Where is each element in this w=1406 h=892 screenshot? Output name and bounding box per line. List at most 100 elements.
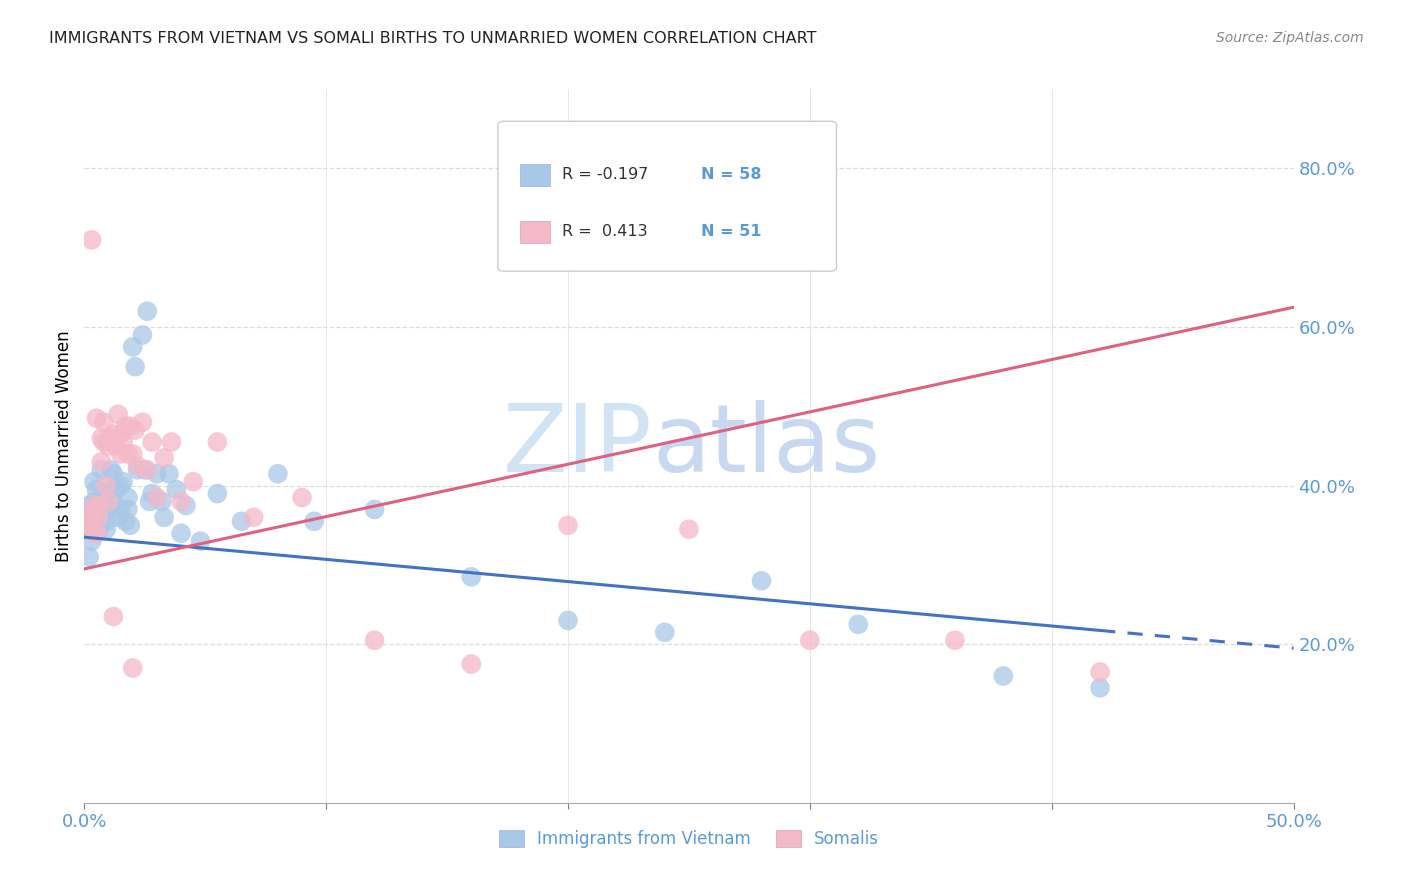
Text: IMMIGRANTS FROM VIETNAM VS SOMALI BIRTHS TO UNMARRIED WOMEN CORRELATION CHART: IMMIGRANTS FROM VIETNAM VS SOMALI BIRTHS… <box>49 31 817 46</box>
Point <box>110 478 132 492</box>
Point <box>460 570 482 584</box>
Point <box>1088 665 1111 679</box>
Point <box>1088 681 1111 695</box>
Point <box>131 328 153 343</box>
Point <box>557 518 579 533</box>
Point <box>104 483 127 497</box>
Point <box>80 514 103 528</box>
Point <box>207 486 229 500</box>
Point <box>83 494 105 508</box>
Point <box>94 522 117 536</box>
Point <box>120 518 142 533</box>
Point <box>104 439 127 453</box>
Point <box>943 633 966 648</box>
Point <box>94 478 117 492</box>
Point <box>83 499 105 513</box>
Point <box>100 463 122 477</box>
Point <box>80 507 103 521</box>
Point <box>87 510 110 524</box>
Point <box>557 614 579 628</box>
Point <box>170 526 193 541</box>
Point <box>107 407 129 421</box>
Point <box>90 455 112 469</box>
Point <box>751 574 773 588</box>
Point <box>153 450 176 465</box>
Point <box>160 435 183 450</box>
Point <box>93 435 115 450</box>
Point <box>134 463 156 477</box>
Point <box>103 609 125 624</box>
Point <box>121 340 143 354</box>
Point <box>87 499 110 513</box>
Text: R =  0.413: R = 0.413 <box>562 225 648 239</box>
Point <box>165 483 187 497</box>
Point <box>80 510 103 524</box>
Point <box>77 514 100 528</box>
Point <box>291 491 314 505</box>
Bar <box>520 221 550 243</box>
Point <box>460 657 482 671</box>
Point <box>846 617 869 632</box>
Point <box>117 447 139 461</box>
Point <box>114 419 136 434</box>
Point <box>110 502 132 516</box>
Point <box>114 514 136 528</box>
Bar <box>520 164 550 186</box>
Point <box>110 427 132 442</box>
Point <box>170 494 193 508</box>
Point <box>97 439 120 453</box>
Text: N = 58: N = 58 <box>702 168 762 182</box>
Point <box>86 526 108 541</box>
Point <box>267 467 290 481</box>
Point <box>120 419 142 434</box>
Point <box>146 467 169 481</box>
Point <box>86 411 108 425</box>
Point <box>90 463 112 477</box>
Point <box>117 491 139 505</box>
Point <box>80 534 103 549</box>
Point <box>103 427 125 442</box>
Point <box>231 514 253 528</box>
Point <box>97 494 120 508</box>
Point <box>86 483 108 497</box>
Point <box>124 359 146 374</box>
Point <box>363 502 385 516</box>
Point <box>83 526 105 541</box>
Point <box>76 518 98 533</box>
Point <box>121 447 143 461</box>
Point <box>93 499 115 513</box>
Point <box>80 233 103 247</box>
Point <box>124 423 146 437</box>
Point <box>86 518 108 533</box>
Point <box>83 475 105 489</box>
Point <box>100 431 122 445</box>
Point <box>207 435 229 450</box>
Point <box>363 633 385 648</box>
Point <box>90 510 112 524</box>
Point <box>103 467 125 481</box>
Point <box>121 661 143 675</box>
Point <box>112 435 135 450</box>
Point <box>94 514 117 528</box>
Point <box>136 463 159 477</box>
Point <box>97 502 120 516</box>
Text: ZIP: ZIP <box>503 400 652 492</box>
Point <box>77 499 100 513</box>
Point <box>799 633 821 648</box>
Y-axis label: Births to Unmarried Women: Births to Unmarried Women <box>55 330 73 562</box>
Text: R = -0.197: R = -0.197 <box>562 168 648 182</box>
Point <box>141 435 163 450</box>
Text: atlas: atlas <box>652 400 882 492</box>
Point <box>90 431 112 445</box>
Text: N = 51: N = 51 <box>702 225 762 239</box>
Point <box>112 475 135 489</box>
Point <box>77 549 100 564</box>
Point <box>131 415 153 429</box>
FancyBboxPatch shape <box>498 121 837 271</box>
Point <box>93 486 115 500</box>
Point <box>153 510 176 524</box>
Legend: Immigrants from Vietnam, Somalis: Immigrants from Vietnam, Somalis <box>492 823 886 855</box>
Point <box>150 494 173 508</box>
Point <box>181 475 204 489</box>
Point <box>302 514 325 528</box>
